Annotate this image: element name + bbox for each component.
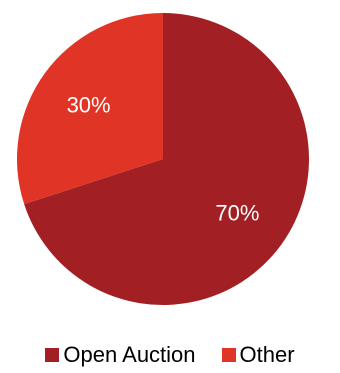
chart-legend: Open Auction Other [0,343,340,367]
legend-item-open-auction: Open Auction [45,342,196,367]
slice-value-label-other: 30% [67,92,111,117]
slice-value-label-open-auction: 70% [215,201,259,226]
pie-slice-other [16,13,164,205]
legend-swatch-open-auction [45,348,60,362]
legend-swatch-other [221,348,236,362]
legend-label-open-auction: Open Auction [63,342,196,367]
pie-slice-open-auction [24,13,309,305]
legend-label-other: Other [239,342,295,367]
legend-item-other: Other [221,342,295,367]
